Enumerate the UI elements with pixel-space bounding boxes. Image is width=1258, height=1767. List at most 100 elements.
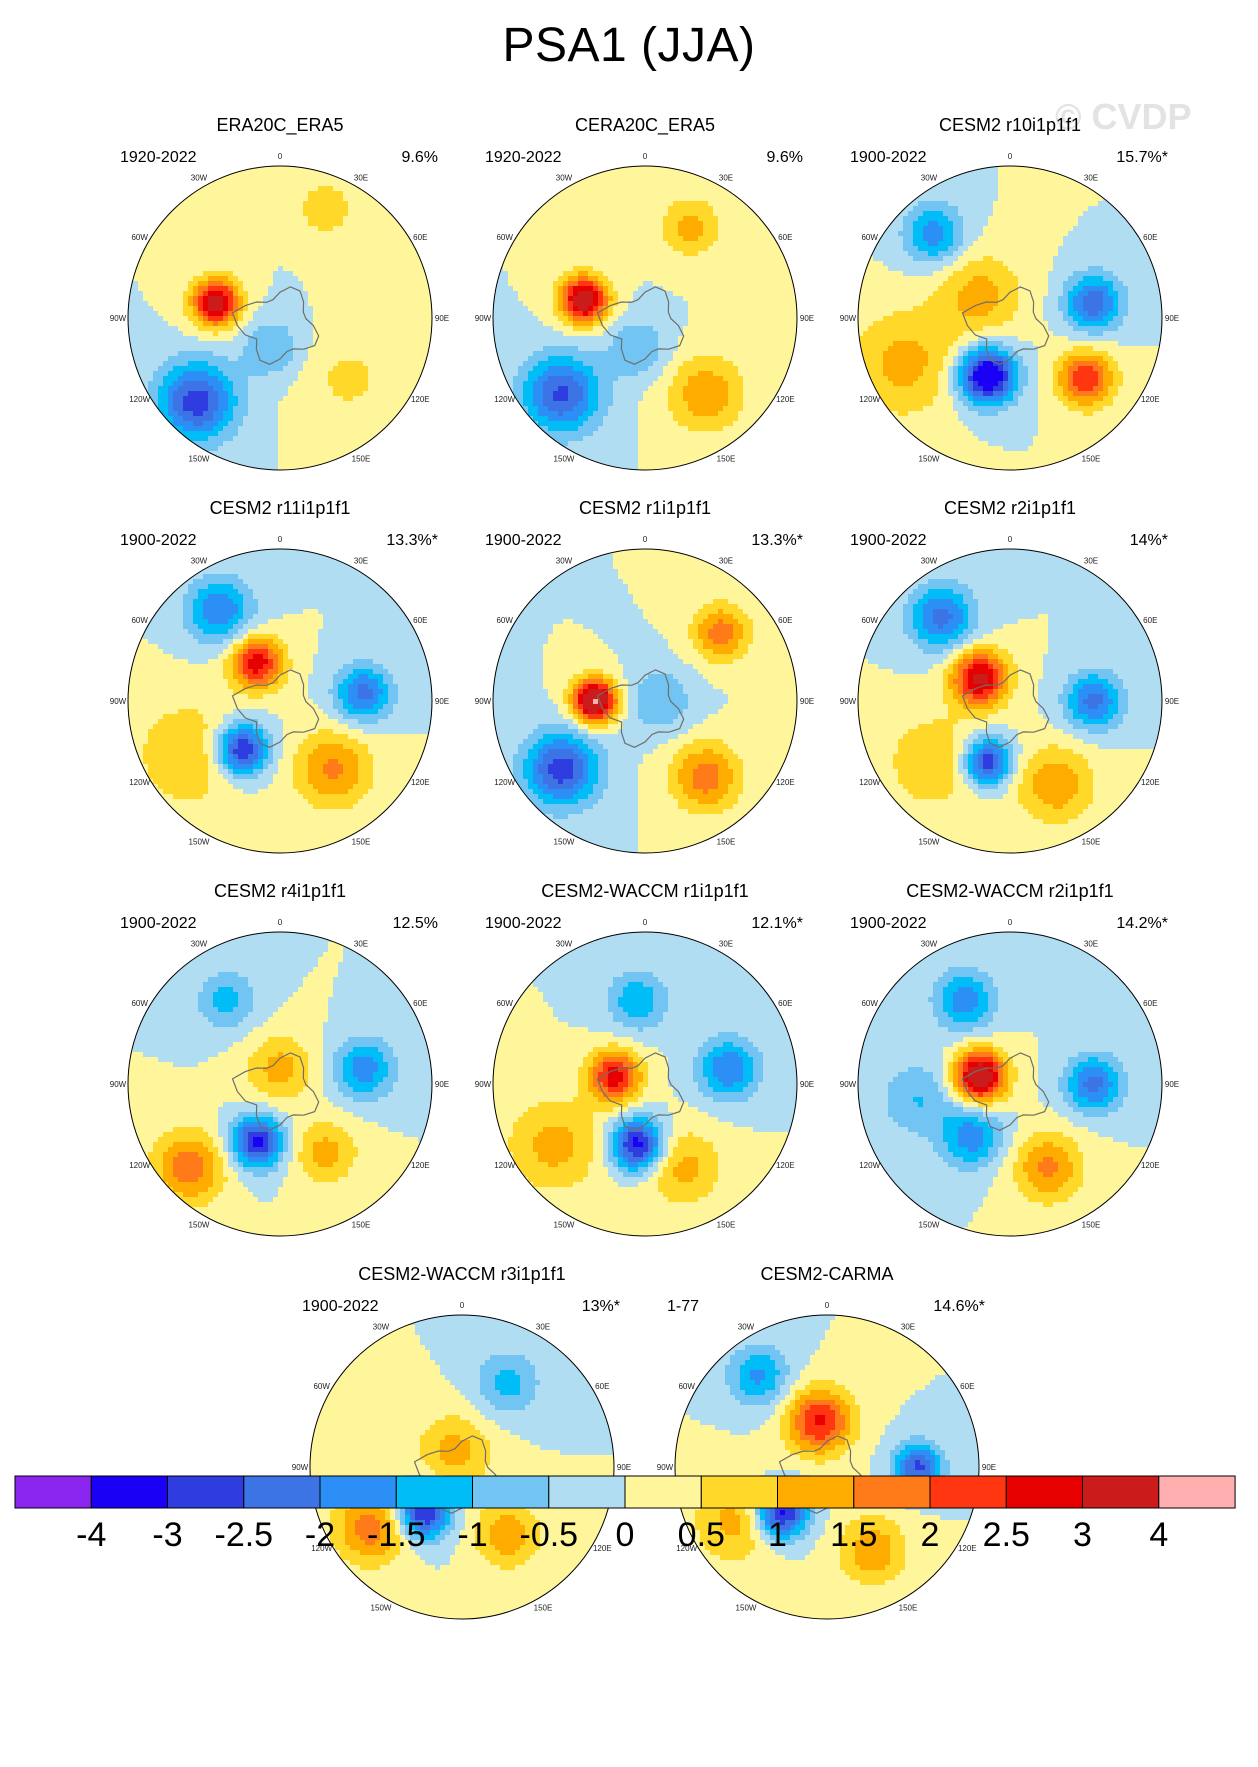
longitude-label: 150W [371, 1603, 392, 1612]
longitude-label: 120W [676, 1544, 697, 1553]
polar-map: 030E60E90E120E150E180150W120W90W60W30W [110, 918, 449, 1237]
longitude-label: 90E [435, 697, 449, 706]
antarctica-coastline [961, 286, 1050, 365]
longitude-label: 60W [313, 1382, 330, 1391]
longitude-label: 90W [475, 314, 492, 323]
longitude-label: 30E [354, 174, 368, 183]
panel-period: 1900-2022 [850, 532, 927, 550]
longitude-label: 60W [678, 1382, 695, 1391]
longitude-label: 60E [1143, 616, 1157, 625]
panel-period: 1900-2022 [485, 532, 562, 550]
longitude-label: 0 [460, 1301, 465, 1310]
longitude-label: 120E [593, 1544, 612, 1553]
longitude-label: 30W [921, 940, 938, 949]
longitude-label: 60E [595, 1382, 609, 1391]
polar-map: 030E60E90E120E150E180150W120W90W60W30W [475, 535, 814, 854]
panel-title: CESM2 r2i1p1f1 [830, 498, 1190, 519]
colorbar-label: -4 [76, 1516, 106, 1554]
colorbar-swatch [167, 1475, 245, 1509]
panel-variance-percent: 14.6%* [933, 1298, 985, 1316]
longitude-label: 0 [643, 918, 648, 927]
longitude-label: 150E [352, 1220, 371, 1229]
longitude-label: 30E [354, 557, 368, 566]
longitude-label: 150E [899, 1603, 918, 1612]
panel-period: 1-77 [667, 1298, 699, 1316]
longitude-label: 150W [736, 1603, 757, 1612]
longitude-label: 120E [1141, 1161, 1160, 1170]
longitude-label: 120W [494, 395, 515, 404]
panel-title: CESM2 r11i1p1f1 [100, 498, 460, 519]
longitude-label: 30W [921, 174, 938, 183]
longitude-label: 90W [840, 314, 857, 323]
longitude-label: 0 [1008, 535, 1013, 544]
longitude-label: 150E [352, 454, 371, 463]
colorbar-label: -2.5 [215, 1516, 274, 1554]
panel-title: CESM2-WACCM r2i1p1f1 [830, 881, 1190, 902]
longitude-label: 120E [411, 1161, 430, 1170]
map-boundary [857, 931, 1163, 1237]
longitude-label: 90E [800, 314, 814, 323]
longitude-label: 90W [110, 697, 127, 706]
longitude-label: 30E [719, 174, 733, 183]
longitude-label: 60E [960, 1382, 974, 1391]
map-boundary [857, 165, 1163, 471]
panel-period: 1900-2022 [850, 915, 927, 933]
map-boundary [127, 548, 433, 854]
panel-variance-percent: 12.1%* [751, 915, 803, 933]
longitude-label: 0 [278, 535, 283, 544]
longitude-label: 150E [717, 454, 736, 463]
longitude-label: 60W [131, 233, 148, 242]
longitude-label: 150W [919, 1220, 940, 1229]
longitude-label: 120E [776, 778, 795, 787]
panel-period: 1920-2022 [485, 149, 562, 167]
antarctica-coastline [961, 669, 1050, 748]
longitude-label: 60E [778, 233, 792, 242]
longitude-label: 0 [643, 152, 648, 161]
longitude-label: 30E [536, 1323, 550, 1332]
colorbar-swatch [1158, 1475, 1236, 1509]
longitude-label: 90E [1165, 697, 1179, 706]
panel-title: ERA20C_ERA5 [100, 115, 460, 136]
colorbar-swatch [90, 1475, 169, 1509]
longitude-label: 120E [411, 778, 430, 787]
longitude-label: 60W [496, 233, 513, 242]
longitude-label: 120E [776, 1161, 795, 1170]
longitude-label: 90E [982, 1463, 996, 1472]
longitude-label: 30W [556, 174, 573, 183]
panel-variance-percent: 15.7%* [1116, 149, 1168, 167]
map-panel: CESM2 r11i1p1f1 1900-2022 13.3%* 0 30E 60E 90E… [100, 498, 460, 858]
polar-map: 030E60E90E120E150E180150W120W90W60W30W [110, 152, 449, 471]
longitude-label: 60E [1143, 233, 1157, 242]
longitude-label: 120W [859, 1161, 880, 1170]
map-boundary [127, 931, 433, 1237]
longitude-label: 120E [958, 1544, 977, 1553]
polar-map: 030E60E90E120E150E180150W120W90W60W30W [840, 918, 1179, 1237]
longitude-label: 30E [901, 1323, 915, 1332]
longitude-label: 120E [411, 395, 430, 404]
antarctica-coastline [231, 669, 320, 748]
longitude-label: 60W [131, 616, 148, 625]
panel-title: CESM2 r4i1p1f1 [100, 881, 460, 902]
longitude-label: 150W [554, 1220, 575, 1229]
longitude-label: 150W [554, 837, 575, 846]
panel-variance-percent: 9.6% [402, 149, 438, 167]
longitude-label: 90W [657, 1463, 674, 1472]
colorbar-label: 3 [1073, 1516, 1092, 1554]
longitude-label: 30W [373, 1323, 390, 1332]
page-title: PSA1 (JJA) [0, 18, 1258, 73]
antarctica-coastline [596, 1052, 685, 1131]
longitude-label: 90E [800, 697, 814, 706]
antarctica-coastline [961, 1052, 1050, 1131]
panel-period: 1920-2022 [120, 149, 197, 167]
longitude-label: 60W [131, 999, 148, 1008]
longitude-label: 30W [556, 940, 573, 949]
longitude-label: 30W [191, 174, 208, 183]
longitude-label: 90E [800, 1080, 814, 1089]
polar-map: 030E60E90E120E150E180150W120W90W60W30W [475, 152, 814, 471]
map-boundary [492, 165, 798, 471]
longitude-label: 120W [494, 778, 515, 787]
panel-title: CERA20C_ERA5 [465, 115, 825, 136]
map-boundary [492, 548, 798, 854]
longitude-label: 0 [825, 1301, 830, 1310]
longitude-label: 30W [921, 557, 938, 566]
